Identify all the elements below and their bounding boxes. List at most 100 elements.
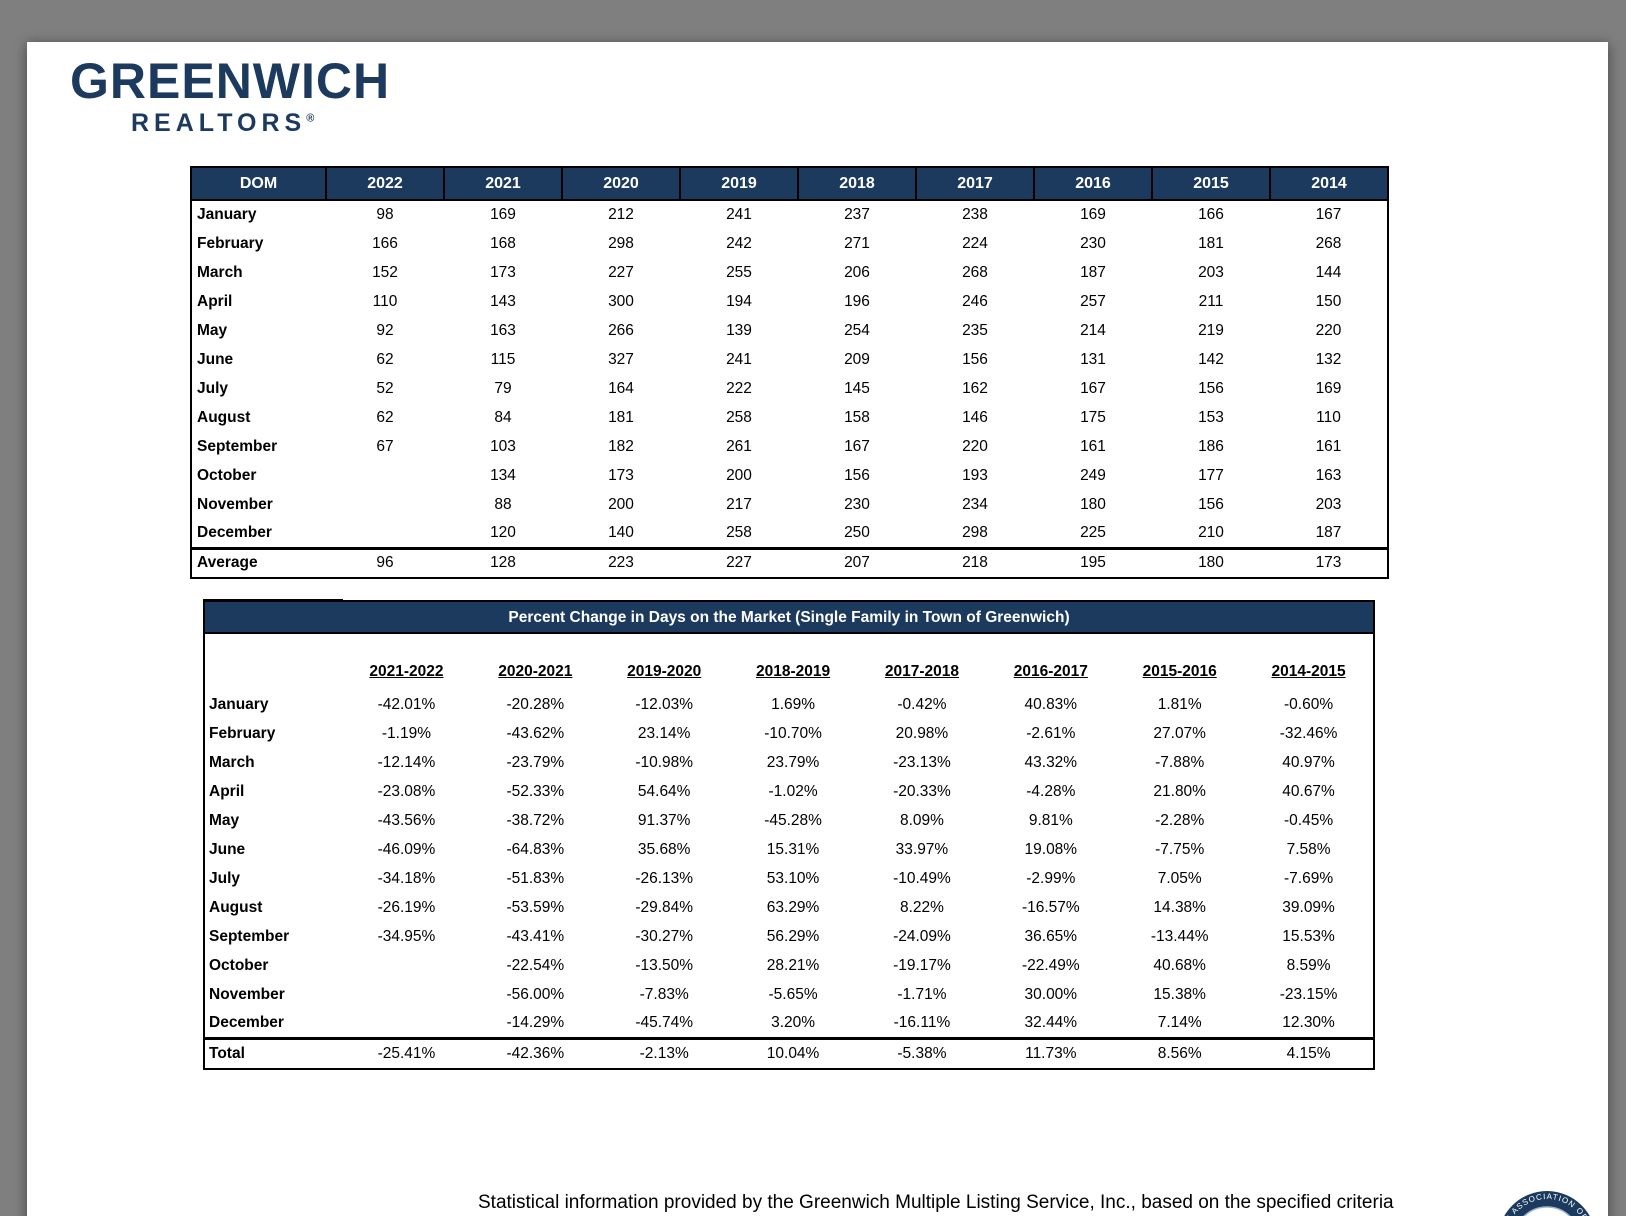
cell-value: -2.61% [1026,724,1076,742]
dom-average-row: Average 96 128 223 227 207 218 195 180 173 [191,546,1388,578]
year-pair-column-header: 2016-2017 [1013,663,1088,680]
cell-value: 8.59% [1286,956,1331,974]
year-pair-column-header: 2021-2022 [369,663,444,680]
row-label: February [197,234,264,252]
cell-value: 110 [372,292,398,310]
table-row: August -26.19% -53.59% -29.84% 63.29% 8.22% -1… [205,893,1373,922]
cell-value: 15.53% [1282,927,1335,945]
cell-value: -24.09% [893,927,951,945]
row-label: June [197,350,234,368]
cell-value: -32.46% [1279,724,1338,742]
cell-value: 15.38% [1153,985,1206,1003]
row-label: May [209,811,240,829]
cell-value: 30.00% [1024,985,1078,1003]
cell-value: 181 [608,408,634,426]
cell-value: 15.31% [766,840,820,858]
cell-value: -23.15% [1279,985,1338,1003]
logo-text-greenwich: GREENWICH [70,53,391,109]
cell-value: 249 [1080,466,1106,484]
cell-value: -20.33% [893,782,951,800]
cell-value: 63.29% [766,898,820,916]
year-column-header: 2021 [443,166,563,201]
cell-value: 219 [1198,321,1224,339]
cell-value: 146 [962,408,988,426]
cell-value: 120 [490,523,516,541]
registered-trademark-mark: ® [306,112,315,125]
cell-value: 300 [608,292,634,310]
table-row: November -56.00% -7.83% -5.65% -1.71% 30.00% 1… [205,980,1373,1009]
cell-value: 173 [490,263,516,281]
cell-value: -53.59% [506,898,565,916]
row-label: August [209,898,263,916]
cell-value: 156 [962,350,988,368]
cell-value: 11.73% [986,1036,1116,1068]
cell-value: 21.80% [1153,782,1206,800]
dom-table-header-row: DOM 2022 2021 2020 2019 2018 2017 2016 2015 2014 [190,166,1389,201]
cell-value: 268 [1315,234,1342,252]
year-column-header: 2020 [561,166,681,201]
cell-value: 132 [1315,350,1342,368]
percent-change-table-title: Percent Change in Days on the Market (Si… [205,602,1373,634]
cell-value: -26.13% [635,869,694,887]
cell-value [342,1009,471,1038]
cell-value: 298 [962,523,988,541]
cell-value: -7.88% [1155,753,1205,771]
cell-value: 230 [1080,234,1106,252]
cell-value: 144 [1315,263,1342,281]
cell-value: 62 [376,350,394,368]
cell-value: 131 [1080,350,1106,368]
cell-value: 56.29% [766,927,820,945]
cell-value: 152 [372,263,398,281]
cell-value: -23.13% [893,753,951,771]
cell-value: -13.44% [1150,927,1209,945]
cell-value: -19.17% [893,956,951,974]
cell-value: 150 [1315,292,1342,310]
cell-value: 261 [726,437,752,455]
cell-value: 327 [608,350,634,368]
row-label: November [209,985,285,1003]
cell-value [326,519,444,548]
cell-value [342,951,471,980]
table-row: May 92 163 266 139 254 235 214 219 220 [191,316,1388,345]
table-row: February 166 168 298 242 271 224 230 181 268 [191,229,1388,258]
cell-value: -34.18% [377,869,436,887]
cell-value: 223 [562,546,680,578]
cell-value: 220 [962,437,988,455]
cell-value: -34.95% [377,927,436,945]
table-row: November 88 200 217 230 234 180 156 203 [191,490,1388,519]
cell-value: 162 [962,379,988,397]
cell-value: -43.56% [377,811,436,829]
year-pair-column-header: 2017-2018 [884,663,959,680]
cell-value: 52 [376,379,394,397]
table-row: January 98 169 212 241 237 238 169 166 167 [191,200,1388,229]
cell-value: 186 [1198,437,1224,455]
cell-value: -0.60% [1284,695,1334,713]
cell-value: 8.09% [899,811,944,829]
cell-value: 23.14% [637,724,691,742]
cell-value: -7.75% [1155,840,1205,858]
cell-value: -4.28% [1026,782,1076,800]
row-label: July [209,869,241,887]
cell-value: -12.14% [377,753,436,771]
cell-value: -7.83% [639,985,689,1003]
cell-value: 110 [1316,408,1341,426]
cell-value: 115 [490,350,516,368]
cell-value: 214 [1080,321,1106,339]
cell-value: 134 [490,466,516,484]
cell-value: 8.22% [899,898,944,916]
cell-value: 128 [444,546,562,578]
year-column-header: 2016 [1033,166,1153,201]
dom-column-header: DOM [190,166,327,201]
seal-outer-ring [1504,1191,1590,1216]
cell-value: 169 [1080,206,1106,223]
cell-value: 210 [1198,523,1224,541]
cell-value: -7.69% [1284,869,1334,887]
cell-value: 156 [1198,495,1224,513]
row-label: June [209,840,246,858]
cell-value: -20.28% [506,695,565,713]
row-label: Total [205,1036,342,1068]
cell-value: 88 [494,495,512,513]
cell-value: 67 [376,437,394,455]
year-column-header: 2017 [915,166,1035,201]
